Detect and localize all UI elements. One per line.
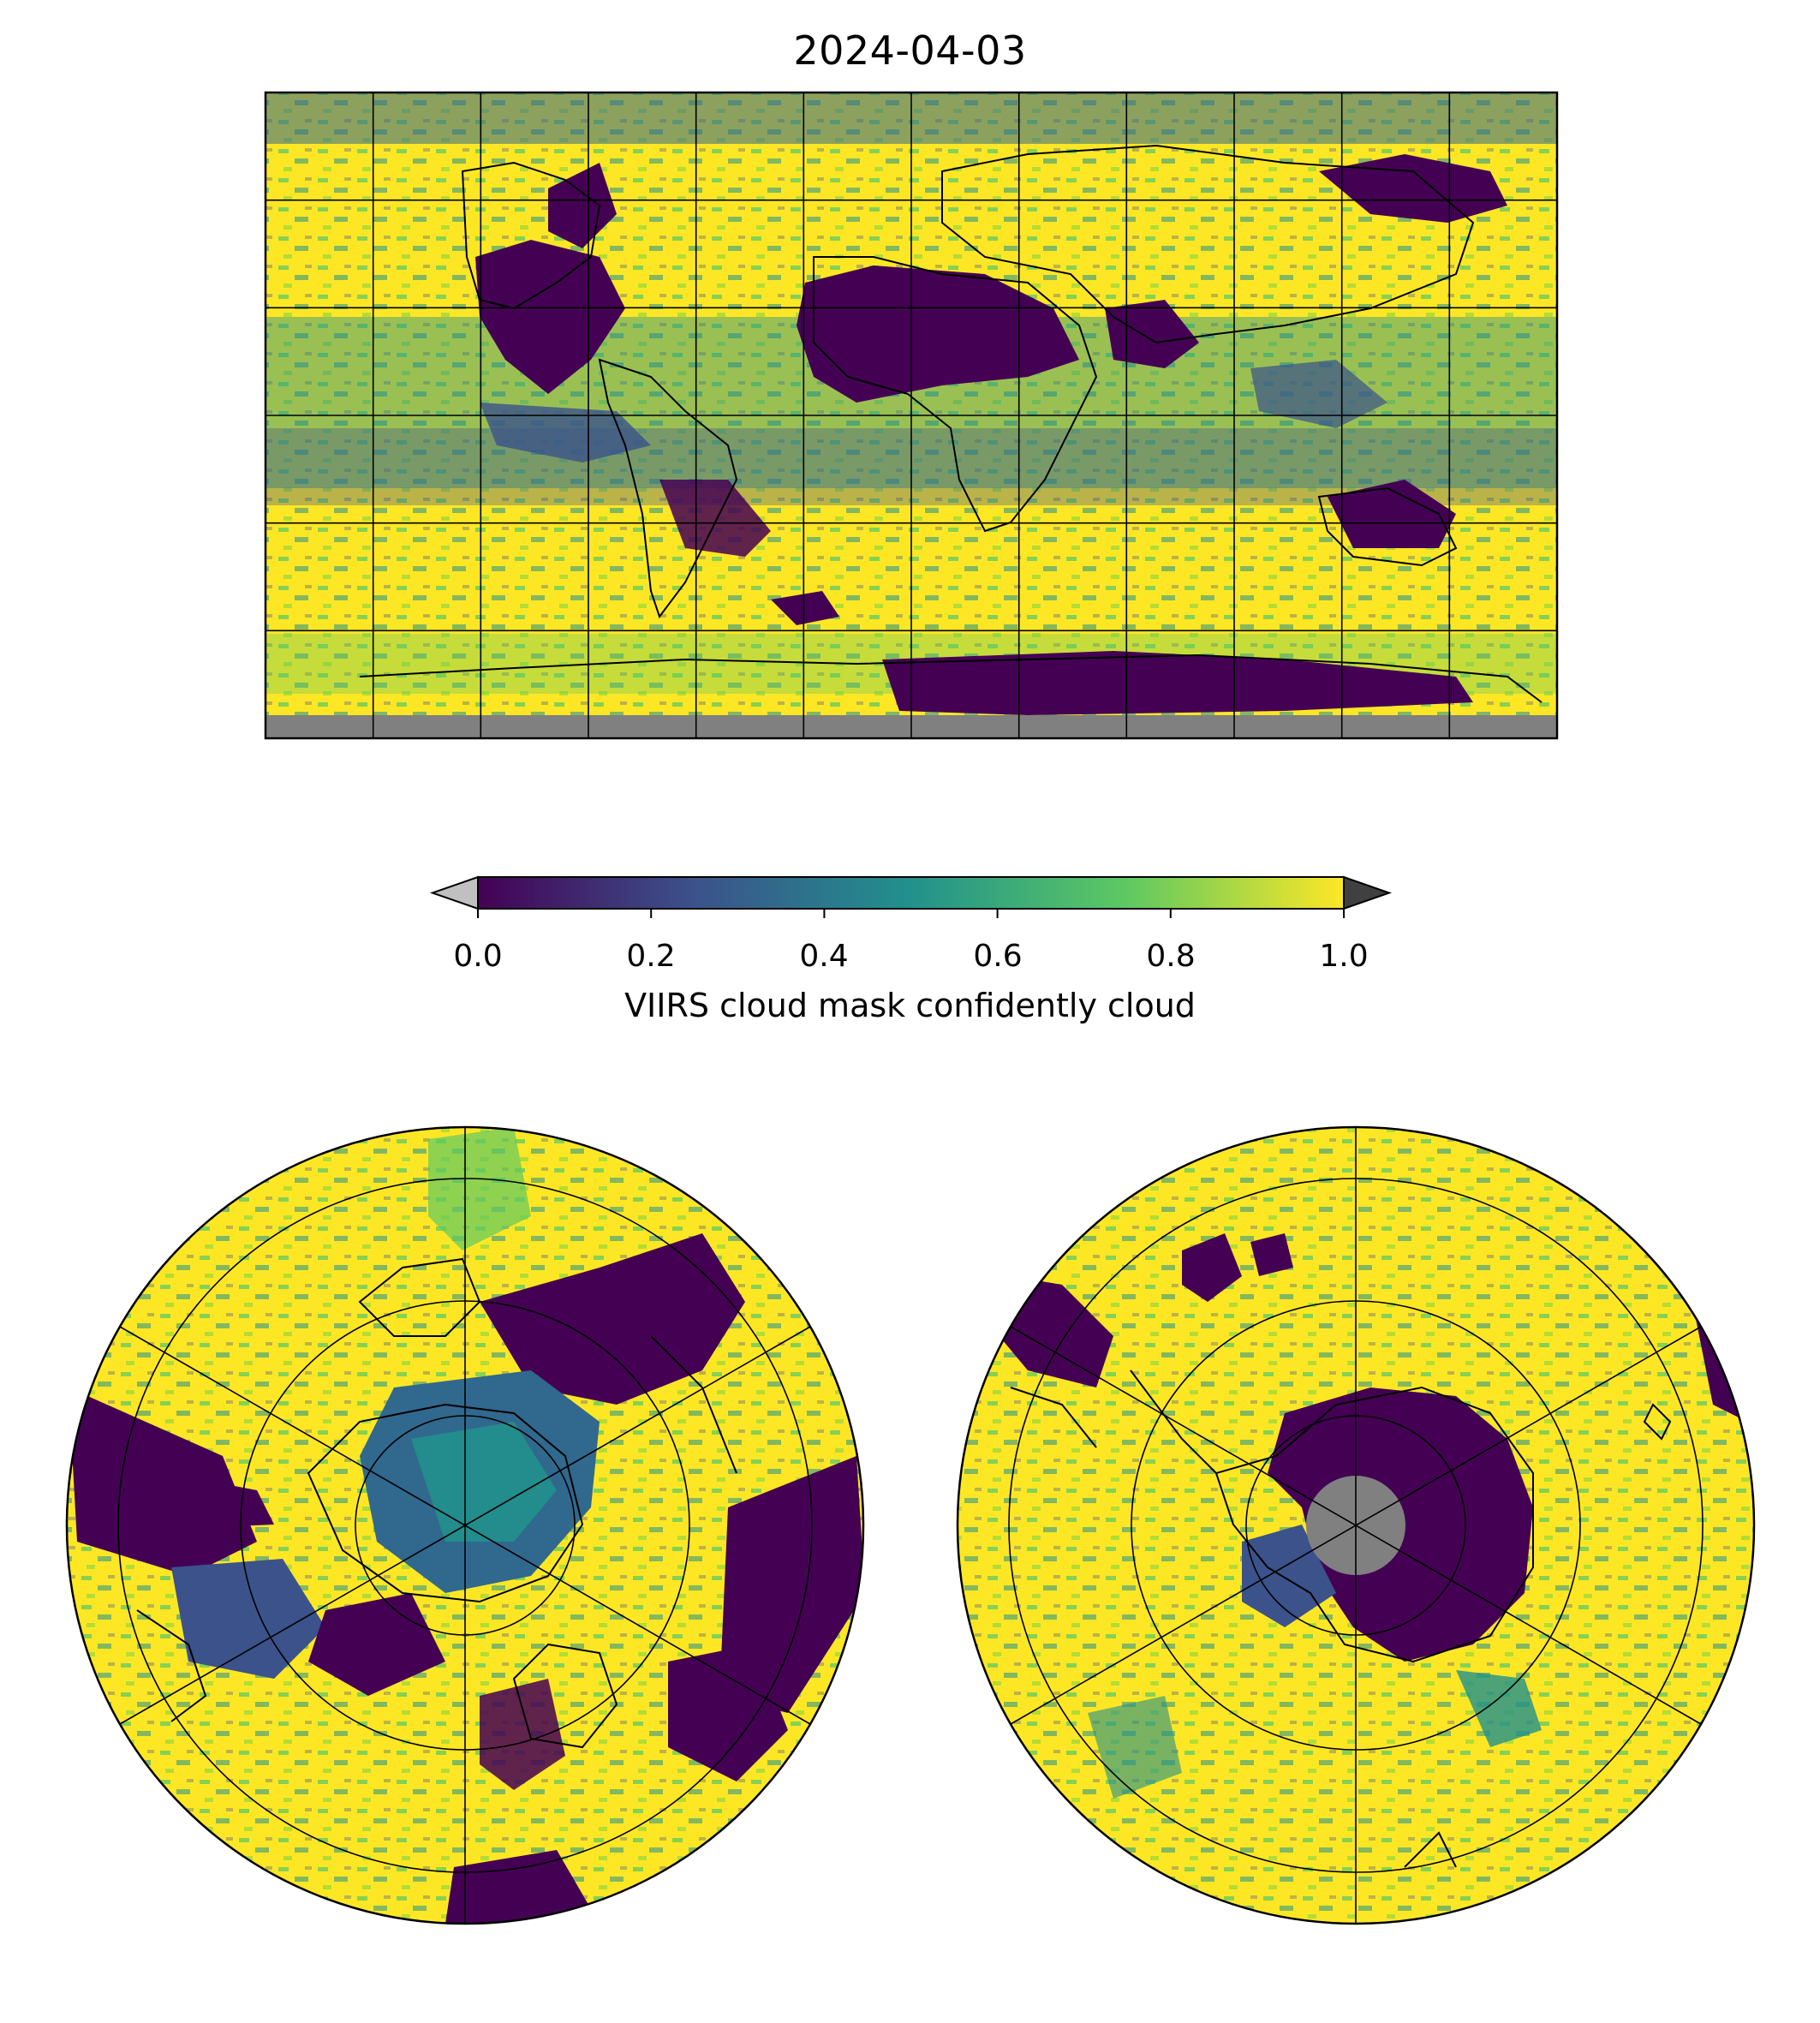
- figure-title: 2024-04-03: [793, 27, 1027, 74]
- colorbar-tick-label: 1.0: [1319, 939, 1369, 974]
- south-polar-map: [956, 1125, 1756, 1925]
- colorbar-tick-label: 0.2: [626, 939, 676, 974]
- colorbar-over-triangle: [1343, 875, 1393, 910]
- north-polar-map: [65, 1125, 865, 1925]
- colorbar-tick-label: 0.0: [453, 939, 503, 974]
- colorbar: [429, 875, 1393, 918]
- colorbar-label: VIIRS cloud mask confidently cloud: [624, 987, 1196, 1024]
- colorbar-tick-label: 0.4: [799, 939, 849, 974]
- colorbar-tick-label: 0.8: [1146, 939, 1196, 974]
- colorbar-tick-label: 0.6: [973, 939, 1023, 974]
- colorbar-gradient: [478, 877, 1344, 909]
- colorbar-under-triangle: [429, 875, 479, 910]
- global-equirectangular-map: [264, 91, 1559, 740]
